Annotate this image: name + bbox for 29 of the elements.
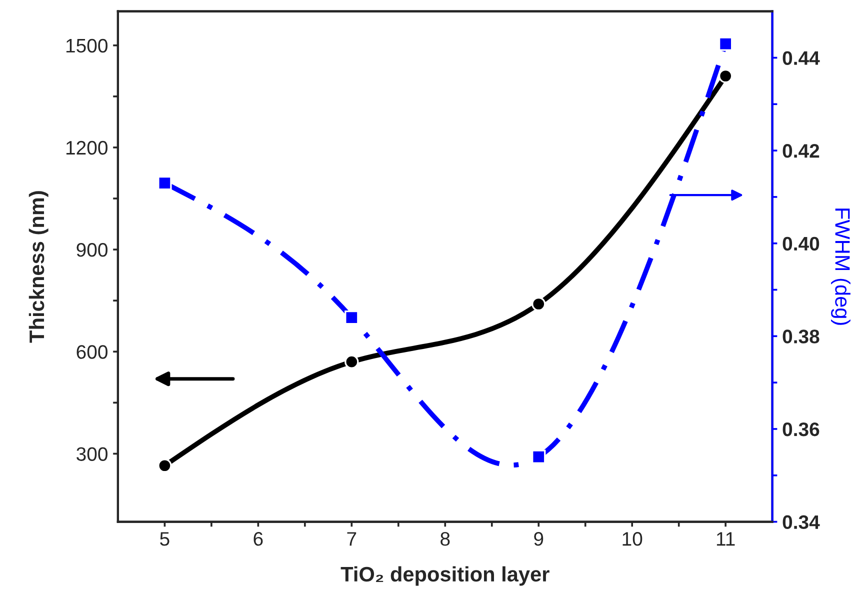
x-tick-label: 7 <box>347 532 356 546</box>
y2-tick-label: 0.44 <box>782 51 820 65</box>
x-tick-label: 6 <box>254 532 263 546</box>
y-tick-label: 900 <box>76 243 108 257</box>
y2-tick-label: 0.34 <box>782 515 820 530</box>
point <box>718 68 733 84</box>
y-tick-label: 300 <box>76 447 108 461</box>
point <box>532 296 546 312</box>
point <box>344 310 359 325</box>
x-axis-title: TiO₂ deposition layer <box>340 566 550 586</box>
y2-tick-label: 0.36 <box>782 422 820 436</box>
y-tick-label: 1200 <box>66 140 108 155</box>
x-tick-label: 8 <box>440 532 450 546</box>
x-tick-label: 5 <box>160 532 170 546</box>
y-tick-label: 600 <box>76 345 108 359</box>
y-axis-title: Thickness (nm) <box>28 191 48 343</box>
y2-tick-label: 0.38 <box>782 330 820 344</box>
y-tick-label: 1500 <box>66 38 108 53</box>
point <box>158 176 172 190</box>
point <box>718 36 733 51</box>
point <box>158 458 172 473</box>
y2-tick-label: 0.40 <box>782 236 820 251</box>
x-tick-label: 10 <box>622 532 642 546</box>
x-tick-label: 9 <box>534 532 544 546</box>
y2-tick-label: 0.42 <box>782 144 820 158</box>
y2-axis-title: FWHM (deg) <box>831 208 850 325</box>
point <box>344 354 359 369</box>
point <box>532 450 546 464</box>
x-tick-label: 11 <box>716 532 735 546</box>
